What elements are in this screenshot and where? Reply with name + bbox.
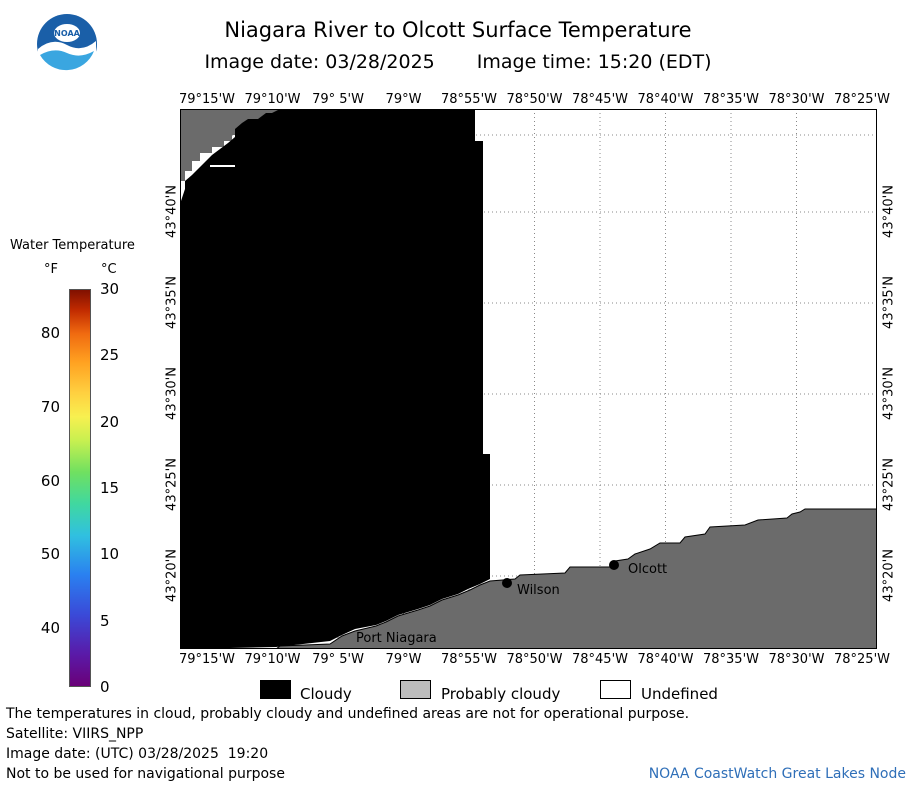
unit-fahrenheit: °F <box>44 262 58 277</box>
celsius-tick-label: 20 <box>100 412 120 431</box>
unit-celsius: °C <box>101 262 117 277</box>
lat-label-right: 43°25'N <box>881 458 897 511</box>
celsius-tick-label: 5 <box>100 611 110 630</box>
undefined-swatch <box>600 680 631 699</box>
lon-label-bottom: 78°55'W <box>440 652 497 667</box>
lat-label-right: 43°30'N <box>881 367 897 420</box>
temperature-colorbar <box>69 289 91 687</box>
lat-label-left: 43°30'N <box>164 367 180 420</box>
lon-label-top: 79°10'W <box>244 92 301 107</box>
land-area <box>274 508 878 650</box>
fahrenheit-tick-label: 80 <box>40 324 60 343</box>
image-date: Image date: 03/28/2025 <box>204 51 435 73</box>
fahrenheit-tick-label: 60 <box>40 471 60 490</box>
lat-label-right: 43°35'N <box>881 276 897 329</box>
lon-label-top: 79° 5'W <box>312 92 364 107</box>
lon-label-top: 78°40'W <box>637 92 694 107</box>
cloudy-area <box>180 109 490 649</box>
lat-label-left: 43°25'N <box>164 458 180 511</box>
olcott-marker <box>609 560 619 570</box>
place-label-wilson: Wilson <box>517 583 560 598</box>
place-label-olcott: Olcott <box>628 562 667 577</box>
fahrenheit-tick-label: 40 <box>40 619 60 638</box>
undefined-notch <box>210 165 235 167</box>
map-canvas: Wilson Olcott Port Niagara <box>180 109 878 650</box>
lat-label-right: 43°40'N <box>881 185 897 238</box>
lon-label-bottom: 79°15'W <box>178 652 235 667</box>
legend-title: Water Temperature <box>10 238 135 253</box>
lon-label-bottom: 79° 5'W <box>312 652 364 667</box>
land-area-northwest <box>180 109 283 189</box>
celsius-tick-label: 15 <box>100 479 120 497</box>
lon-label-bottom: 78°45'W <box>571 652 628 667</box>
map: Wilson Olcott Port Niagara <box>180 109 878 650</box>
lon-label-top: 78°55'W <box>440 92 497 107</box>
undefined-label: Undefined <box>641 685 718 703</box>
navigation-warning: Not to be used for navigational purpose <box>6 766 285 782</box>
lat-label-right: 43°20'N <box>881 549 897 602</box>
disclaimer-text: The temperatures in cloud, probably clou… <box>6 706 690 722</box>
lon-label-bottom: 78°50'W <box>506 652 563 667</box>
cloudy-label: Cloudy <box>300 685 352 703</box>
place-label-port-niagara: Port Niagara <box>356 631 437 646</box>
lon-label-top: 78°30'W <box>768 92 825 107</box>
image-time: Image time: 15:20 (EDT) <box>476 51 712 73</box>
wilson-marker <box>502 578 512 588</box>
celsius-tick-label: 30 <box>100 280 120 298</box>
lon-label-top: 78°50'W <box>506 92 563 107</box>
lon-label-bottom: 78°30'W <box>768 652 825 667</box>
logo-text: NOAA <box>54 29 80 38</box>
lat-label-left: 43°35'N <box>164 276 180 329</box>
page-title: Niagara River to Olcott Surface Temperat… <box>224 18 692 42</box>
lat-label-left: 43°40'N <box>164 185 180 238</box>
cloudy-swatch <box>260 680 291 699</box>
map-border <box>180 109 877 649</box>
celsius-tick-label: 0 <box>100 678 110 696</box>
utc-date-text: Image date: (UTC) 03/28/2025 19:20 <box>6 746 269 762</box>
lon-label-top: 79°15'W <box>178 92 235 107</box>
fahrenheit-tick-label: 70 <box>40 397 60 416</box>
noaa-logo-icon: NOAA <box>36 13 98 76</box>
celsius-tick-label: 10 <box>100 545 120 564</box>
lat-label-left: 43°20'N <box>164 549 180 602</box>
lon-label-bottom: 78°40'W <box>637 652 694 667</box>
lon-label-top: 78°35'W <box>702 92 759 107</box>
lon-label-top: 78°45'W <box>571 92 628 107</box>
image-date-time: Image date: 03/28/2025 Image time: 15:20 … <box>0 51 916 73</box>
lon-label-bottom: 79°W <box>385 652 422 667</box>
probably-cloudy-label: Probably cloudy <box>441 685 561 703</box>
celsius-tick-label: 25 <box>100 346 120 365</box>
fahrenheit-tick-label: 50 <box>40 545 60 564</box>
lon-label-bottom: 79°10'W <box>244 652 301 667</box>
lon-label-top: 78°25'W <box>833 92 890 107</box>
probably-cloudy-swatch <box>400 680 431 699</box>
satellite-text: Satellite: VIIRS_NPP <box>6 726 144 742</box>
lon-label-top: 79°W <box>385 92 422 107</box>
lon-label-bottom: 78°25'W <box>833 652 890 667</box>
lon-label-bottom: 78°35'W <box>702 652 759 667</box>
credit-link[interactable]: NOAA CoastWatch Great Lakes Node <box>648 766 906 782</box>
